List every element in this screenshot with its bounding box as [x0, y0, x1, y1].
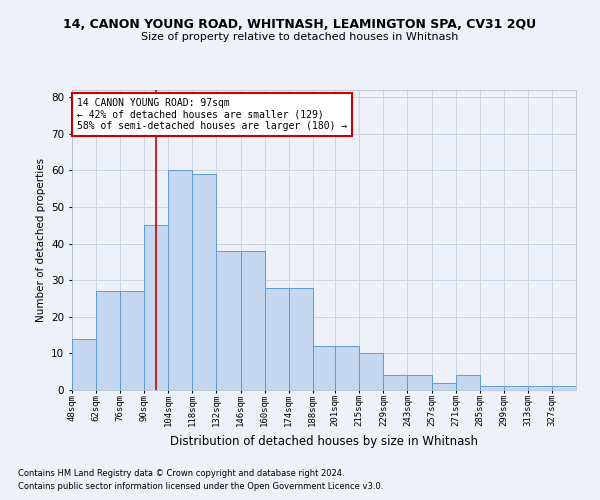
Bar [241, 251, 265, 390]
Bar [289, 288, 313, 390]
Bar [431, 382, 455, 390]
Bar [479, 386, 504, 390]
Bar [193, 174, 217, 390]
Bar [455, 376, 479, 390]
Bar [504, 386, 528, 390]
Bar [335, 346, 359, 390]
Bar [552, 386, 576, 390]
Bar [265, 288, 289, 390]
Text: 14, CANON YOUNG ROAD, WHITNASH, LEAMINGTON SPA, CV31 2QU: 14, CANON YOUNG ROAD, WHITNASH, LEAMINGT… [64, 18, 536, 30]
Bar [120, 291, 144, 390]
Bar [72, 339, 96, 390]
Bar [313, 346, 337, 390]
Bar [359, 354, 383, 390]
Bar [383, 376, 407, 390]
Bar [528, 386, 552, 390]
Bar [217, 251, 241, 390]
Text: Contains HM Land Registry data © Crown copyright and database right 2024.: Contains HM Land Registry data © Crown c… [18, 468, 344, 477]
Text: Size of property relative to detached houses in Whitnash: Size of property relative to detached ho… [142, 32, 458, 42]
Bar [407, 376, 431, 390]
X-axis label: Distribution of detached houses by size in Whitnash: Distribution of detached houses by size … [170, 434, 478, 448]
Bar [144, 226, 169, 390]
Text: Contains public sector information licensed under the Open Government Licence v3: Contains public sector information licen… [18, 482, 383, 491]
Y-axis label: Number of detached properties: Number of detached properties [35, 158, 46, 322]
Text: 14 CANON YOUNG ROAD: 97sqm
← 42% of detached houses are smaller (129)
58% of sem: 14 CANON YOUNG ROAD: 97sqm ← 42% of deta… [77, 98, 347, 130]
Bar [96, 291, 120, 390]
Bar [169, 170, 193, 390]
